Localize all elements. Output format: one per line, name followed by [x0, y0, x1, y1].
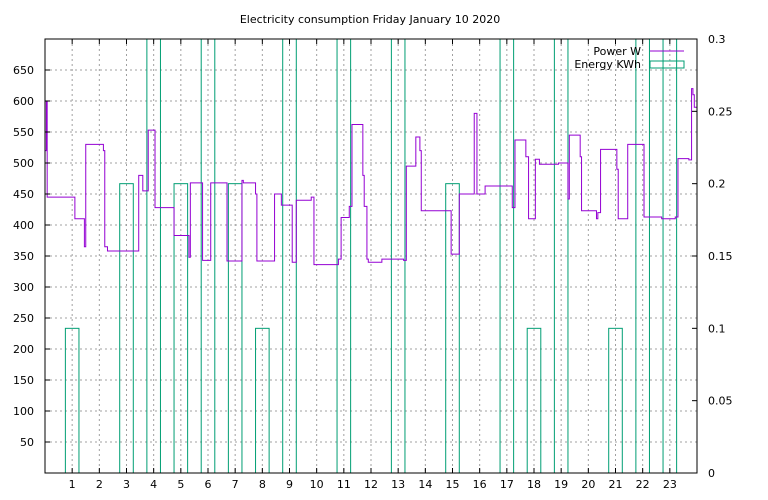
- x-tick-label: 1: [69, 478, 76, 491]
- y-tick-label: 400: [13, 219, 34, 232]
- y2-tick-label: 0.15: [708, 250, 733, 263]
- x-tick-label: 19: [554, 478, 568, 491]
- y-tick-label: 350: [13, 250, 34, 263]
- x-tick-label: 18: [527, 478, 541, 491]
- x-tick-label: 23: [663, 478, 677, 491]
- legend-power-label: Power W: [593, 45, 641, 58]
- x-tick-label: 21: [609, 478, 623, 491]
- chart-title: Electricity consumption Friday January 1…: [240, 13, 500, 26]
- y-tick-label: 550: [13, 126, 34, 139]
- y-tick-label: 200: [13, 343, 34, 356]
- x-tick-label: 22: [636, 478, 650, 491]
- y-tick-label: 650: [13, 64, 34, 77]
- x-tick-label: 13: [391, 478, 405, 491]
- x-tick-label: 11: [337, 478, 351, 491]
- x-tick-label: 5: [177, 478, 184, 491]
- legend: Power W Energy KWh: [574, 45, 685, 71]
- y2-tick-label: 0.1: [708, 322, 726, 335]
- x-tick-label: 3: [123, 478, 130, 491]
- y2-tick-label: 0.2: [708, 178, 726, 191]
- y-tick-label: 50: [20, 436, 34, 449]
- y2-tick-label: 0.25: [708, 105, 733, 118]
- x-tick-label: 16: [473, 478, 487, 491]
- y-tick-label: 150: [13, 374, 34, 387]
- legend-energy-swatch: [649, 60, 685, 69]
- x-tick-label: 12: [364, 478, 378, 491]
- x-tick-label: 6: [205, 478, 212, 491]
- y-tick-label: 600: [13, 95, 34, 108]
- x-tick-label: 10: [310, 478, 324, 491]
- x-tick-label: 9: [286, 478, 293, 491]
- y-tick-label: 100: [13, 405, 34, 418]
- x-tick-label: 7: [232, 478, 239, 491]
- x-tick-label: 15: [446, 478, 460, 491]
- y-tick-label: 450: [13, 188, 34, 201]
- x-tick-label: 20: [581, 478, 595, 491]
- y-tick-label: 300: [13, 281, 34, 294]
- y-tick-label: 250: [13, 312, 34, 325]
- x-tick-label: 2: [96, 478, 103, 491]
- y-tick-label: 500: [13, 157, 34, 170]
- legend-energy-label: Energy KWh: [574, 58, 641, 71]
- power-series: [45, 88, 697, 266]
- grid-layer: [45, 39, 697, 473]
- y2-tick-label: 0.3: [708, 33, 726, 46]
- x-tick-label: 17: [500, 478, 514, 491]
- x-tick-label: 8: [259, 478, 266, 491]
- x-tick-label: 4: [150, 478, 157, 491]
- y2-tick-label: 0.05: [708, 395, 733, 408]
- power-line: [45, 88, 697, 266]
- ticks-layer: 1 2 3 4 5 6 7 8 9 10 11 12 13 14 15 16 17 18 19 20 21 22 23501…: [13, 33, 733, 491]
- y2-tick-label: 0: [708, 467, 715, 480]
- x-tick-label: 14: [418, 478, 432, 491]
